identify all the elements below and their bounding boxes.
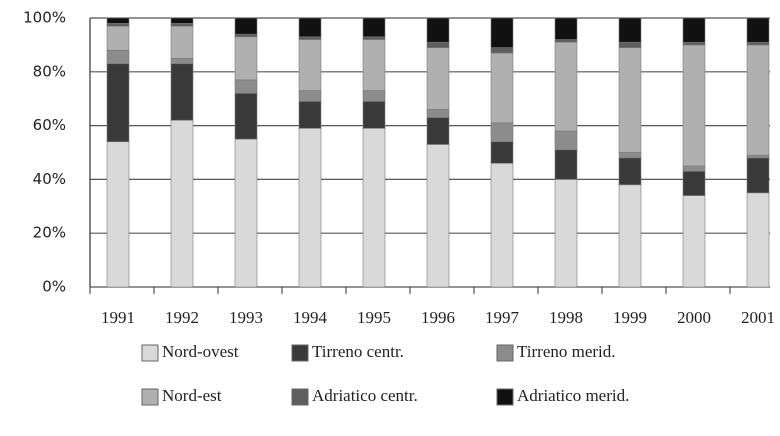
bar-segment xyxy=(490,141,514,164)
legend-label: Tirreno merid. xyxy=(517,342,616,361)
bar-segment xyxy=(746,157,770,194)
legend-label: Nord-est xyxy=(162,386,222,405)
bar-segment xyxy=(362,101,386,129)
bar-segment xyxy=(298,39,322,91)
bar-segment xyxy=(426,117,450,145)
bar-segment xyxy=(618,157,642,186)
x-tick-label: 2000 xyxy=(677,308,711,327)
legend-label: Adriatico merid. xyxy=(517,386,629,405)
legend-label: Adriatico centr. xyxy=(312,386,418,405)
bar-segment xyxy=(682,41,706,46)
legend-swatch xyxy=(291,344,309,362)
bar-segment xyxy=(298,101,322,129)
bar-segment xyxy=(490,162,514,288)
bar-segment xyxy=(618,47,642,153)
bar-segment xyxy=(618,152,642,159)
bar-segment xyxy=(746,44,770,156)
bar-segment xyxy=(234,93,258,140)
x-tick-label: 1998 xyxy=(549,308,583,327)
legend-swatch xyxy=(141,388,159,406)
bar-segment xyxy=(554,179,578,288)
bar-segment xyxy=(170,119,194,288)
bar-segment xyxy=(362,127,386,288)
bar-segment xyxy=(746,41,770,46)
x-tick-label: 1997 xyxy=(485,308,520,327)
bar-segment xyxy=(426,144,450,288)
bar-segment xyxy=(170,58,194,65)
bar-segment xyxy=(426,47,450,110)
y-tick-label: 80% xyxy=(33,62,66,80)
bar-segment xyxy=(106,49,130,65)
bar-segment xyxy=(234,36,258,81)
bar-segment xyxy=(682,44,706,167)
x-tick-label: 1991 xyxy=(101,308,135,327)
bar-segment xyxy=(490,122,514,143)
bar-segment xyxy=(170,63,194,121)
bar-segment xyxy=(426,17,450,43)
bar-segment xyxy=(298,17,322,38)
y-tick-label: 20% xyxy=(33,224,66,242)
bar-segment xyxy=(298,90,322,102)
bar-segment xyxy=(682,171,706,196)
bar-segment xyxy=(490,47,514,54)
bar-segment xyxy=(682,17,706,43)
bar-segment xyxy=(298,127,322,288)
y-tick-label: 100% xyxy=(23,9,66,27)
bar-segment xyxy=(106,25,130,51)
bar-segment xyxy=(106,141,130,288)
bar-segment xyxy=(426,41,450,48)
x-tick-label: 1995 xyxy=(357,308,391,327)
y-tick-label: 60% xyxy=(33,116,66,134)
y-tick-label: 40% xyxy=(33,170,66,188)
bar-segment xyxy=(554,39,578,43)
bar-segment xyxy=(170,17,194,24)
y-tick-label: 0% xyxy=(42,278,66,296)
x-tick-label: 1999 xyxy=(613,308,647,327)
bar-segment xyxy=(618,184,642,288)
bar-segment xyxy=(170,25,194,59)
bar-segment xyxy=(170,23,194,27)
bar-segment xyxy=(554,130,578,151)
bar-segment xyxy=(554,41,578,132)
bar-segment xyxy=(746,17,770,43)
bar-segment xyxy=(746,154,770,159)
bar-segment xyxy=(426,109,450,118)
bar-segment xyxy=(618,17,642,43)
bar-segment xyxy=(618,41,642,48)
bar-segment xyxy=(362,39,386,91)
legend-swatch xyxy=(291,388,309,406)
bar-segment xyxy=(234,79,258,94)
bar-segment xyxy=(490,17,514,48)
legend-label: Nord-ovest xyxy=(162,342,239,361)
bar-segment xyxy=(554,17,578,40)
legend-swatch xyxy=(496,344,514,362)
bar-segment xyxy=(106,63,130,143)
bar-segment xyxy=(234,138,258,288)
bar-segment xyxy=(682,195,706,288)
x-tick-label: 1996 xyxy=(421,308,455,327)
bar-segment xyxy=(362,17,386,38)
bar-segment xyxy=(106,23,130,27)
bar-segment xyxy=(106,17,130,24)
bar-segment xyxy=(362,36,386,40)
bar-segment xyxy=(362,90,386,102)
legend-swatch xyxy=(496,388,514,406)
x-tick-label: 2001 xyxy=(741,308,775,327)
x-tick-label: 1993 xyxy=(229,308,263,327)
x-tick-label: 1992 xyxy=(165,308,199,327)
bar-segment xyxy=(682,165,706,172)
bar-segment xyxy=(234,33,258,38)
bar-segment xyxy=(554,149,578,180)
x-tick-label: 1994 xyxy=(293,308,328,327)
bar-segment xyxy=(298,36,322,40)
bar-segment xyxy=(746,192,770,288)
legend-swatch xyxy=(141,344,159,362)
legend-label: Tirreno centr. xyxy=(312,342,404,361)
bar-segment xyxy=(234,17,258,35)
bar-segment xyxy=(490,52,514,124)
